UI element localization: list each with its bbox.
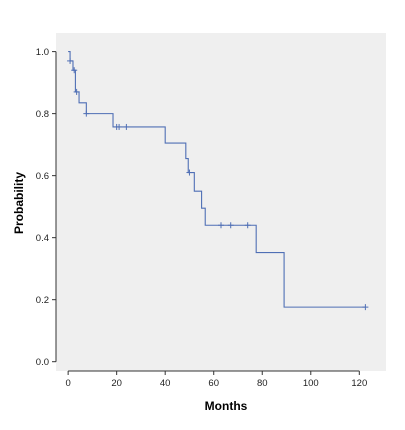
y-tick-label: 0.6 — [36, 171, 49, 182]
censor-mark — [116, 123, 123, 130]
censor-mark — [244, 222, 251, 229]
x-tick-label: 100 — [303, 378, 319, 389]
y-tick-label: 0.0 — [36, 357, 49, 368]
censor-mark — [362, 304, 369, 311]
tick-marks: 0.0 0.2 0.4 0.6 0.8 1.0 0 20 40 60 80 100 120 — [36, 47, 367, 389]
x-tick-label: 20 — [111, 378, 122, 389]
x-tick-label: 60 — [208, 378, 219, 389]
x-axis-label: Months — [205, 399, 248, 413]
plot-area — [56, 33, 386, 371]
y-tick-label: 0.4 — [36, 233, 49, 244]
y-tick-label: 0.8 — [36, 109, 49, 120]
censor-marks — [67, 57, 369, 311]
censor-mark — [67, 57, 74, 64]
y-tick-label: 1.0 — [36, 47, 49, 58]
censor-mark — [123, 123, 130, 130]
censor-mark — [83, 110, 90, 117]
censor-mark — [71, 67, 78, 74]
censor-mark — [186, 169, 193, 176]
censor-mark — [218, 222, 224, 229]
censor-mark — [227, 222, 234, 229]
censor-mark — [73, 88, 80, 95]
x-tick-label: 40 — [160, 378, 171, 389]
x-tick-label: 120 — [351, 378, 367, 389]
y-axis-label: Probability — [12, 172, 26, 234]
x-tick-label: 0 — [65, 378, 70, 389]
x-tick-label: 80 — [257, 378, 268, 389]
y-tick-label: 0.2 — [36, 295, 49, 306]
